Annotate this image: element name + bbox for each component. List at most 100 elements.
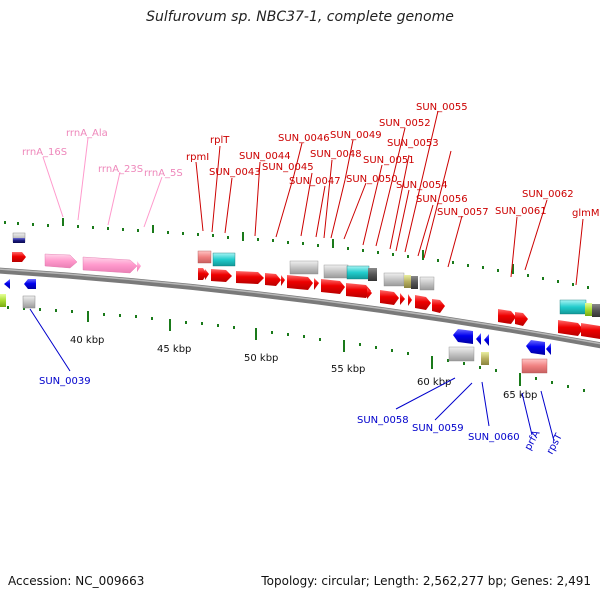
forward-cds-arrow: [346, 283, 371, 298]
label-SUN_0058: SUN_0058: [357, 415, 409, 426]
forward-cds-arrow: [432, 299, 445, 313]
map-title: Sulfurovum sp. NBC37-1, complete genome: [146, 9, 454, 25]
label-SUN_0054: SUN_0054: [396, 180, 448, 191]
label-SUN_0048: SUN_0048: [310, 149, 362, 160]
ruler-label-65kbp: 65 kbp: [503, 390, 537, 401]
label-SUN_0045: SUN_0045: [262, 162, 314, 173]
ruler-label-55kbp: 55 kbp: [331, 364, 365, 375]
rrna-labels: rrnA_16S rrnA_Ala rrnA_23S rrnA_5S: [22, 128, 183, 179]
reverse-cds-arrow: [24, 279, 36, 289]
label-rpsT: rpsT: [545, 431, 565, 456]
ruler-label-40kbp: 40 kbp: [70, 335, 104, 346]
label-leaders-reverse: [29, 308, 555, 442]
dark-feature: [368, 268, 377, 281]
label-rpmI: rpmI: [186, 152, 209, 163]
label-SUN_0046: SUN_0046: [278, 133, 330, 144]
reverse-cds-arrow: [476, 333, 481, 345]
rrna-23s-arrow: [82, 256, 138, 274]
left-edge-features: [0, 232, 36, 309]
label-SUN_0055: SUN_0055: [416, 102, 468, 113]
forward-cds-arrow: [400, 293, 405, 305]
gray-feature: [323, 264, 349, 279]
ruler-label-50kbp: 50 kbp: [244, 353, 278, 364]
gray-feature: [448, 346, 475, 362]
label-SUN_0062: SUN_0062: [522, 189, 574, 200]
lime-feature: [0, 294, 6, 307]
forward-cds-arrow: [581, 323, 600, 339]
olive-feature: [481, 352, 489, 365]
label-SUN_0039: SUN_0039: [39, 376, 91, 387]
inner-tick-row: [7, 306, 585, 392]
label-rplT: rplT: [210, 135, 230, 146]
label-SUN_0053: SUN_0053: [387, 138, 439, 149]
genome-backbone-highlight: [0, 268, 600, 345]
label-SUN_0047: SUN_0047: [289, 176, 341, 187]
ruler-label-60kbp: 60 kbp: [417, 377, 451, 388]
forward-cds-arrow: [198, 268, 207, 280]
label-SUN_0050: SUN_0050: [346, 174, 398, 185]
cyan-feature: [559, 299, 587, 315]
forward-cds-arrow: [314, 278, 319, 290]
label-SUN_0056: SUN_0056: [416, 194, 468, 205]
label-rrnA_23S: rrnA_23S: [98, 164, 143, 175]
forward-cds-arrow: [367, 288, 372, 299]
dark-feature: [411, 276, 418, 289]
forward-cds-arrow: [415, 295, 431, 310]
outer-tick-row: [4, 218, 589, 289]
reverse-gene-labels: SUN_0039 SUN_0058 SUN_0059 SUN_0060 prfA…: [39, 376, 565, 456]
forward-cds-arrow: [205, 269, 209, 280]
cyan-feature: [212, 252, 236, 267]
gray-feature: [22, 295, 36, 309]
forward-cds-arrow: [558, 320, 583, 336]
rrna-operon: [44, 253, 141, 274]
label-leaders-rrna: [42, 137, 163, 228]
label-SUN_0049: SUN_0049: [330, 130, 382, 141]
cyan-feature: [346, 265, 370, 280]
reverse-strand-features: [448, 329, 551, 374]
label-SUN_0060: SUN_0060: [468, 432, 520, 443]
forward-cds-arrow: [281, 275, 285, 286]
label-SUN_0051: SUN_0051: [363, 155, 415, 166]
label-SUN_0057: SUN_0057: [437, 207, 489, 218]
accession-text: Accession: NC_009663: [8, 574, 145, 588]
forward-cds-arrow: [408, 294, 412, 306]
forward-cds-arrow: [498, 309, 516, 324]
label-SUN_0061: SUN_0061: [495, 206, 547, 217]
forward-gene-labels: rpmI rplT SUN_0043 SUN_0044 SUN_0045 SUN…: [186, 102, 600, 219]
forward-strand-features: [197, 250, 600, 339]
genome-backbone: [0, 267, 600, 349]
gray-feature: [419, 276, 435, 291]
label-SUN_0059: SUN_0059: [412, 423, 464, 434]
salmon-feature: [197, 250, 212, 264]
reverse-cds-arrow: [453, 329, 473, 344]
forward-cds-arrow: [515, 312, 528, 326]
label-leaders-forward: [195, 110, 584, 286]
label-rrnA_Ala: rrnA_Ala: [66, 128, 108, 139]
salmon-feature: [521, 358, 548, 374]
label-rrnA_16S: rrnA_16S: [22, 147, 67, 158]
forward-cds-arrow: [380, 290, 399, 305]
olive-feature: [404, 275, 411, 288]
forward-cds-arrow: [265, 273, 281, 286]
forward-cds-arrow: [12, 252, 26, 262]
reverse-cds-arrow: [546, 343, 551, 355]
dark-feature: [592, 304, 600, 317]
ruler-labels: 40 kbp 45 kbp 50 kbp 55 kbp 60 kbp 65 kb…: [70, 335, 537, 401]
navy-feature: [13, 238, 25, 243]
reverse-cds-arrow: [484, 334, 489, 346]
forward-cds-arrow: [211, 269, 232, 282]
label-SUN_0052: SUN_0052: [379, 118, 431, 129]
label-SUN_0044: SUN_0044: [239, 151, 291, 162]
label-SUN_0043: SUN_0043: [209, 167, 261, 178]
ruler-label-45kbp: 45 kbp: [157, 344, 191, 355]
genome-stats-text: Topology: circular; Length: 2,562,277 bp…: [261, 574, 591, 588]
reverse-cds-arrow: [526, 340, 545, 355]
reverse-cds-arrow: [4, 279, 10, 289]
forward-cds-arrow: [236, 271, 264, 284]
label-rrnA_5S: rrnA_5S: [144, 168, 183, 179]
lime-feature: [585, 303, 592, 316]
rrna-5s-arrow: [137, 261, 141, 272]
forward-cds-arrow: [287, 275, 313, 290]
gray-feature: [289, 260, 319, 275]
